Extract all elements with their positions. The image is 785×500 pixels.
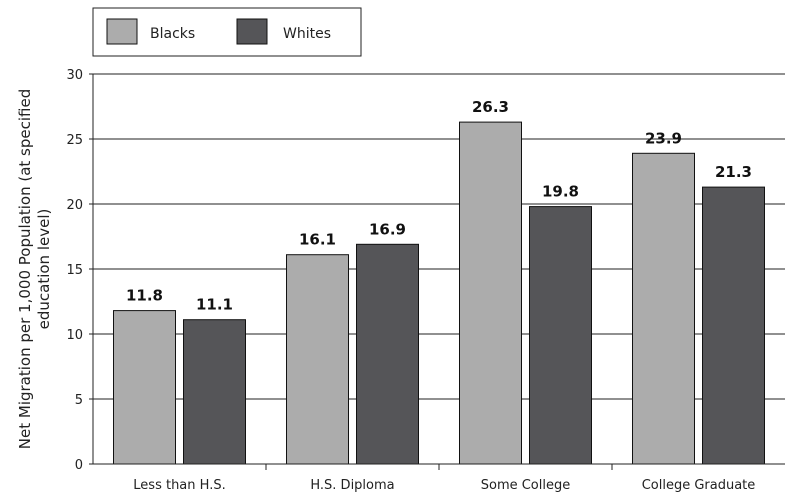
y-tick-label: 20 [66, 198, 83, 213]
data-label: 19.8 [542, 183, 579, 201]
data-label: 11.8 [126, 287, 163, 305]
bar-blacks [632, 152, 695, 465]
y-tick-label: 10 [66, 328, 83, 343]
data-label: 26.3 [472, 98, 509, 116]
bar-whites [183, 319, 246, 465]
x-category-label: Less than H.S. [133, 478, 225, 493]
bar-blacks [113, 310, 176, 465]
data-label: 11.1 [196, 296, 233, 314]
x-category-label: H.S. Diploma [310, 478, 394, 493]
y-tick-label: 15 [66, 263, 83, 278]
data-label: 16.9 [369, 220, 406, 238]
y-tick-label: 0 [75, 458, 83, 473]
y-tick-label: 5 [75, 393, 83, 408]
legend-swatch-whites [236, 18, 268, 45]
data-label: 21.3 [715, 163, 752, 181]
x-category-label: College Graduate [642, 478, 756, 493]
legend-label-blacks: Blacks [150, 26, 195, 42]
legend-label-whites: Whites [283, 26, 331, 42]
data-labels: 11.8 11.1 16.1 16.9 26.3 19.8 23.9 21.3 [126, 98, 752, 314]
data-label: 16.1 [299, 231, 336, 249]
bar-whites [702, 186, 765, 465]
y-axis-title-line: education level) [35, 209, 53, 330]
y-axis-ticks: 0 5 10 15 20 25 30 [66, 68, 93, 473]
x-category-label: Some College [481, 478, 571, 493]
y-tick-label: 25 [66, 133, 83, 148]
data-label: 23.9 [645, 129, 682, 147]
y-axis-title: Net Migration per 1,000 Population (at s… [16, 89, 53, 449]
bar-blacks [459, 121, 522, 465]
bar-whites [529, 206, 592, 465]
legend-swatch-blacks [106, 18, 138, 45]
y-axis-title-line: Net Migration per 1,000 Population (at s… [16, 89, 34, 449]
legend-box [92, 7, 362, 57]
x-axis-categories: Less than H.S. H.S. Diploma Some College Co… [133, 464, 755, 493]
legend: Blacks Whites [92, 7, 362, 57]
bar-blacks [286, 254, 349, 465]
y-tick-label: 30 [66, 68, 83, 83]
bar-whites [356, 243, 419, 465]
bars [113, 121, 765, 465]
